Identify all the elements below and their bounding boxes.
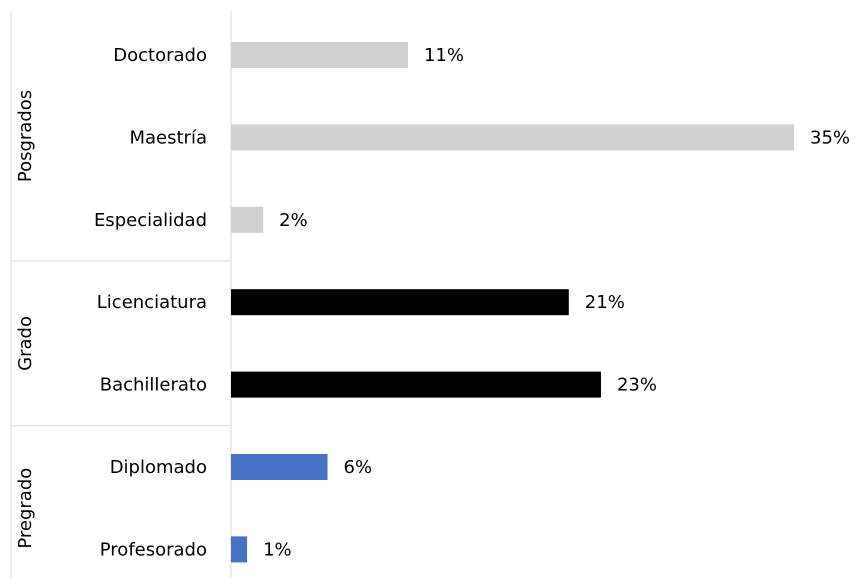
category-label: Bachillerato [100,375,207,396]
bar-licenciatura [231,289,569,316]
category-label: Diplomado [110,457,207,478]
category-label: Licenciatura [97,292,207,313]
bar-diplomado [231,454,328,480]
category-label: Maestría [129,127,207,148]
value-label: 11% [424,45,464,66]
bar-maestría [231,124,794,151]
group-label: Pregrado [15,468,36,549]
value-label: 35% [810,127,850,148]
value-label: 21% [585,292,625,313]
value-label: 23% [617,375,657,396]
bar-doctorado [231,42,408,68]
group-label: Posgrados [15,90,36,182]
category-label: Profesorado [100,539,207,560]
group-label: Grado [15,316,36,371]
value-label: 1% [263,539,292,560]
bar-profesorado [231,536,248,563]
category-label: Doctorado [113,45,207,66]
category-label: Especialidad [94,210,207,231]
bar-bachillerato [231,371,601,398]
value-label: 2% [279,210,308,231]
bar-especialidad [231,206,264,233]
value-label: 6% [344,457,373,478]
